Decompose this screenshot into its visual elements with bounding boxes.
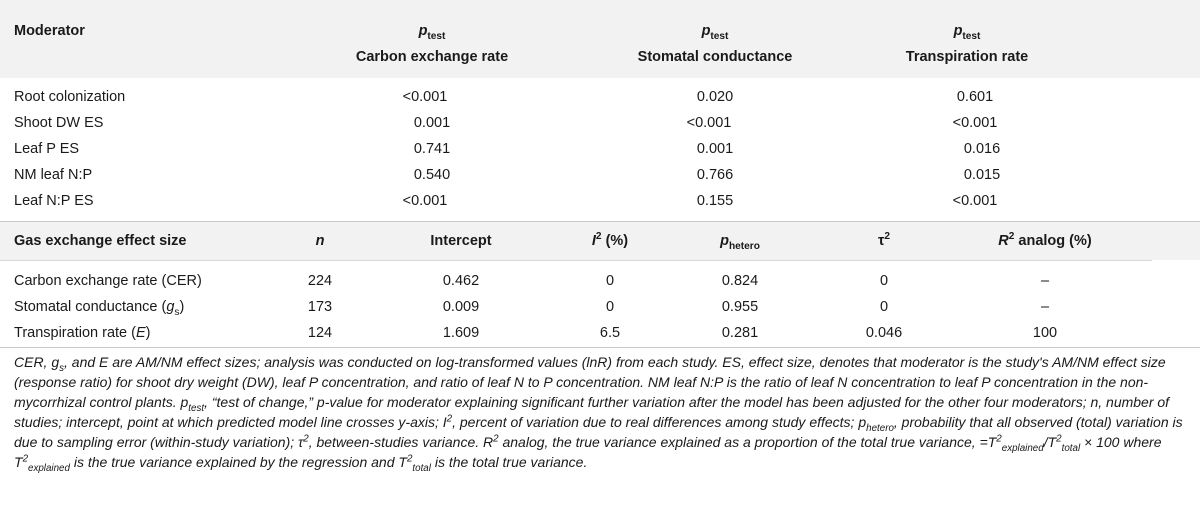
- intercept-header: Intercept: [430, 233, 492, 249]
- table2-cell: 0: [605, 273, 615, 289]
- table1-cell: 0.016: [963, 141, 1001, 157]
- table2-cell: 100: [1032, 325, 1058, 341]
- table2-cell: 224: [307, 273, 333, 289]
- table2-cell: –: [1040, 273, 1050, 289]
- table1-cell: 0.020: [696, 89, 734, 105]
- table2-cell: 0: [605, 299, 615, 315]
- moderator-header: Moderator: [14, 23, 85, 39]
- table1-cell: 0.766: [696, 167, 734, 183]
- table2-cell: 0.824: [721, 273, 759, 289]
- table1-cell: 0.741: [413, 141, 451, 157]
- table2-cell: 6.5: [599, 325, 621, 341]
- table2-cell: 0.955: [721, 299, 759, 315]
- table1-cell: <0.001: [952, 115, 998, 131]
- table2-cell: 0: [879, 299, 889, 315]
- table1-row-label: Leaf N:P ES: [14, 193, 94, 209]
- table2-row-label: Transpiration rate (E): [14, 325, 151, 341]
- table1-cell: 0.001: [413, 115, 451, 131]
- ptest-header-gs: ptest: [701, 23, 729, 42]
- table2-cell: 124: [307, 325, 333, 341]
- table1-row-label: Root colonization: [14, 89, 126, 105]
- col-header-cer: Carbon exchange rate: [355, 49, 509, 65]
- table2-row-label: Stomatal conductance (gs): [14, 299, 185, 318]
- table2-cell: –: [1040, 299, 1050, 315]
- col-header-e: Transpiration rate: [905, 49, 1029, 65]
- table1-header-band: [0, 0, 1200, 78]
- table1-cell: <0.001: [686, 115, 732, 131]
- table1-row-label: Shoot DW ES: [14, 115, 104, 131]
- divider: [0, 221, 1200, 222]
- phetero-header: phetero: [720, 233, 760, 252]
- table1-cell: 0.155: [696, 193, 734, 209]
- table1-cell: 0.540: [413, 167, 451, 183]
- n-header: n: [315, 233, 325, 249]
- col-header-gs: Stomatal conductance: [637, 49, 793, 65]
- table2-header-band: [0, 222, 1200, 260]
- table2-cell: 0.462: [442, 273, 480, 289]
- table1-row-label: NM leaf N:P: [14, 167, 93, 183]
- table1-cell: <0.001: [402, 89, 448, 105]
- table1-cell: 0.015: [963, 167, 1001, 183]
- gas-exchange-header: Gas exchange effect size: [14, 233, 187, 249]
- i2-header: I2 (%): [591, 231, 629, 249]
- ptest-header-e: ptest: [953, 23, 981, 42]
- table2-cell: 0.009: [442, 299, 480, 315]
- table2-cell: 0.281: [721, 325, 759, 341]
- table2-cell: 1.609: [442, 325, 480, 341]
- table2-row-label: Carbon exchange rate (CER): [14, 273, 202, 289]
- r2-header: R2 analog (%): [998, 231, 1092, 249]
- table1-cell: 0.601: [956, 89, 994, 105]
- divider: [0, 260, 1152, 261]
- table1-cell: <0.001: [402, 193, 448, 209]
- table-footnote: CER, gs, and E are AM/NM effect sizes; a…: [14, 354, 1183, 474]
- divider: [0, 347, 1200, 348]
- table2-cell: 0.046: [865, 325, 903, 341]
- ptest-header-cer: ptest: [418, 23, 446, 42]
- table2-cell: 0: [879, 273, 889, 289]
- table2-cell: 173: [307, 299, 333, 315]
- table1-cell: <0.001: [952, 193, 998, 209]
- table1-row-label: Leaf P ES: [14, 141, 80, 157]
- tau2-header: τ2: [877, 231, 891, 249]
- table1-cell: 0.001: [696, 141, 734, 157]
